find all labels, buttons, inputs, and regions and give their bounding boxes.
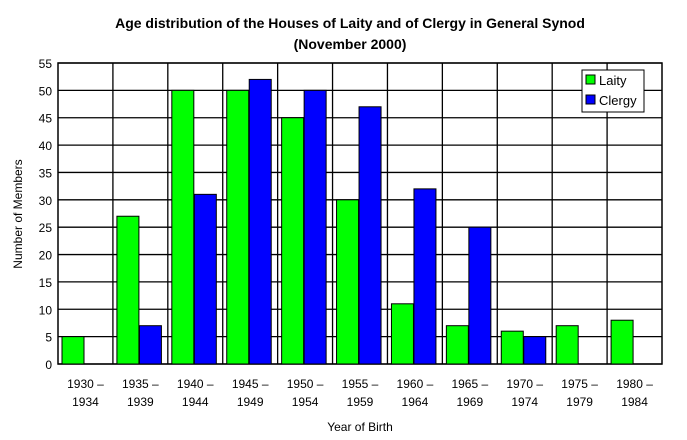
x-tick-label: 1970 – (506, 377, 543, 391)
bar-clergy (303, 89, 327, 365)
bar-clergy (138, 325, 162, 365)
bar-laity (336, 199, 360, 365)
legend-swatch-clergy (585, 94, 596, 105)
y-tick-label: 55 (39, 57, 53, 71)
x-tick-label: 1984 (621, 395, 648, 409)
legend-label: Laity (599, 73, 627, 88)
y-tick-label: 0 (45, 358, 52, 372)
x-tick-label: 1964 (402, 395, 429, 409)
y-tick-label: 25 (39, 221, 53, 235)
y-tick-label: 35 (39, 166, 53, 180)
bar-laity (116, 215, 140, 365)
x-tick-label: 1930 – (67, 377, 104, 391)
y-tick-label: 40 (39, 139, 53, 153)
chart-title: Age distribution of the Houses of Laity … (115, 15, 585, 31)
x-tick-label: 1945 – (232, 377, 269, 391)
bar-laity (500, 330, 524, 365)
x-tick-label: 1960 – (397, 377, 434, 391)
x-tick-label: 1939 (127, 395, 154, 409)
bar-laity (555, 325, 579, 365)
y-tick-label: 20 (39, 249, 53, 263)
x-tick-label: 1935 – (122, 377, 159, 391)
x-tick-label: 1950 – (287, 377, 324, 391)
bar-clergy (248, 78, 272, 365)
bar-laity (281, 117, 305, 365)
bar-laity (226, 89, 250, 365)
y-tick-label: 10 (39, 303, 53, 317)
chart-subtitle: (November 2000) (294, 36, 407, 52)
bar-clergy (413, 188, 437, 365)
x-tick-label: 1955 – (342, 377, 379, 391)
bar-laity (445, 325, 469, 365)
x-tick-label: 1954 (292, 395, 319, 409)
bar-clergy (468, 226, 492, 365)
legend-swatch-laity (585, 74, 596, 85)
x-tick-label: 1975 – (561, 377, 598, 391)
x-tick-label: 1949 (237, 395, 264, 409)
y-tick-label: 45 (39, 112, 53, 126)
x-axis-label: Year of Birth (327, 420, 393, 434)
bar-laity (610, 319, 634, 365)
x-tick-label: 1980 – (616, 377, 653, 391)
x-tick-label: 1944 (182, 395, 209, 409)
y-tick-label: 15 (39, 276, 53, 290)
y-tick-label: 50 (39, 84, 53, 98)
y-axis-label: Number of Members (11, 159, 25, 268)
y-tick-label: 30 (39, 194, 53, 208)
bar-clergy (523, 336, 547, 365)
x-tick-label: 1934 (72, 395, 99, 409)
bar-laity (61, 336, 85, 365)
bar-clergy (193, 193, 217, 365)
bar-laity (171, 89, 195, 365)
legend: Laity Clergy (581, 69, 645, 113)
x-tick-label: 1965 – (451, 377, 488, 391)
bar-laity (390, 303, 414, 365)
legend-label: Clergy (599, 93, 637, 108)
x-tick-label: 1969 (456, 395, 483, 409)
x-tick-label: 1940 – (177, 377, 214, 391)
x-tick-label: 1974 (511, 395, 538, 409)
x-tick-label: 1979 (566, 395, 593, 409)
y-tick-label: 5 (45, 331, 52, 345)
x-tick-label: 1959 (347, 395, 374, 409)
bar-clergy (358, 106, 382, 365)
